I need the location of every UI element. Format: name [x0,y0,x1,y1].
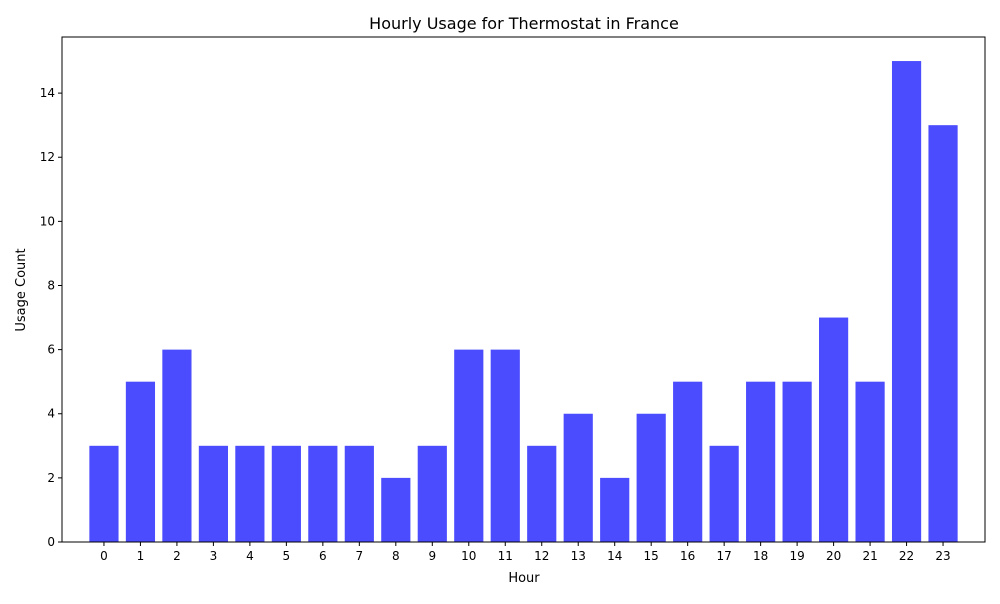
x-tick-label: 21 [862,549,877,563]
x-tick-label: 10 [461,549,476,563]
y-tick-label: 12 [40,150,55,164]
y-tick-label: 14 [40,86,55,100]
x-tick-label: 17 [717,549,732,563]
plot-frame [61,36,986,543]
bar-hour-18 [746,381,776,542]
bar-hour-2 [162,349,192,542]
bar-hour-1 [125,381,156,542]
x-tick-label: 8 [392,549,400,563]
bar-hour-3 [198,445,228,542]
y-tick-label: 4 [47,407,55,421]
x-tick-label: 20 [826,549,841,563]
x-tick-label: 18 [753,549,768,563]
y-tick-label: 10 [40,214,55,228]
bar-hour-15 [636,413,666,542]
x-tick-label: 23 [935,549,950,563]
bar-hour-14 [600,477,630,542]
x-tick-label: 13 [571,549,586,563]
bar-hour-7 [344,445,374,542]
bar-hour-10 [454,349,484,542]
bar-hour-11 [490,349,520,542]
bar-hour-12 [527,445,557,542]
y-tick-label: 0 [47,535,55,549]
bar-hour-19 [782,381,812,542]
x-tick-label: 6 [319,549,327,563]
x-tick-label: 16 [680,549,695,563]
bars-layer [89,61,958,543]
x-tick-label: 12 [534,549,549,563]
bar-hour-23 [928,125,958,542]
ticks-layer: 0 1 2 3 4 5 6 7 8 9 10 11 12 13 14 15 16 17 18 19 20 21 22 2302… [40,86,951,563]
bar-hour-22 [891,61,922,543]
y-tick-label: 6 [47,343,55,357]
axes-layer [61,36,986,543]
x-tick-label: 0 [100,549,108,563]
bar-hour-9 [417,445,447,542]
chart-title: Hourly Usage for Thermostat in France [369,14,679,33]
y-tick-label: 8 [47,278,55,292]
bar-hour-13 [563,413,593,542]
bar-hour-17 [709,445,739,542]
bar-hour-20 [819,317,849,542]
x-tick-label: 4 [246,549,254,563]
bar-hour-0 [89,445,119,542]
bar-hour-16 [673,381,703,542]
x-tick-label: 3 [210,549,218,563]
bar-hour-4 [235,445,265,542]
bar-hour-5 [271,445,301,542]
x-axis-label: Hour [508,571,540,586]
x-tick-label: 19 [789,549,804,563]
bar-hour-21 [855,381,885,542]
x-tick-label: 1 [137,549,145,563]
x-tick-label: 2 [173,549,181,563]
x-tick-label: 5 [283,549,291,563]
y-axis-label: Usage Count [14,248,29,331]
x-tick-label: 7 [356,549,364,563]
y-tick-label: 2 [47,471,55,485]
bar-hour-6 [308,445,338,542]
x-tick-label: 9 [428,549,436,563]
bar-hour-8 [381,477,411,542]
x-tick-label: 22 [899,549,914,563]
x-tick-label: 14 [607,549,622,563]
x-tick-label: 15 [644,549,659,563]
x-tick-label: 11 [498,549,513,563]
